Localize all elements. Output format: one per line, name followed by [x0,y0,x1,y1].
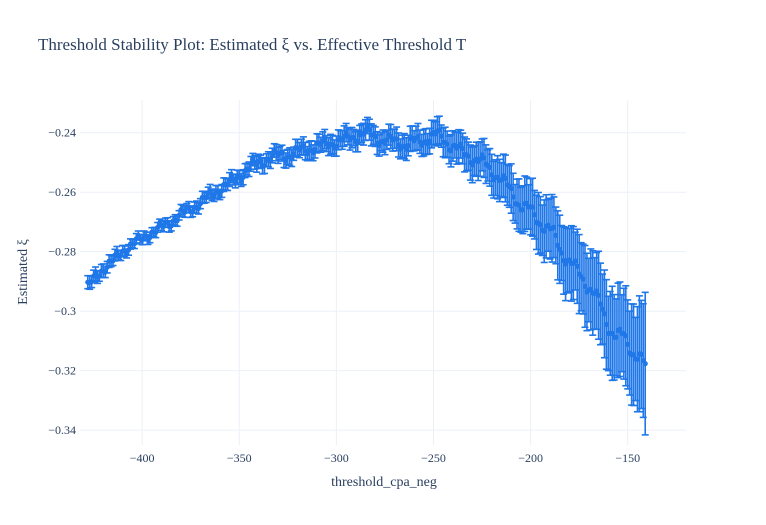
data-series [84,115,649,436]
y-tick-label: −0.26 [48,185,76,199]
y-tick-label: −0.3 [54,304,76,318]
y-tick-label: −0.28 [48,245,76,259]
x-tick-label: −150 [615,451,640,465]
x-tick-label: −350 [227,451,252,465]
y-axis-title: Estimated ξ [16,239,31,305]
x-tick-label: −200 [518,451,543,465]
x-tick-label: −300 [324,451,349,465]
data-point [642,361,648,367]
x-tick-label: −400 [130,451,155,465]
x-axis-title: threshold_cpa_neg [331,475,437,490]
chart-title: Threshold Stability Plot: Estimated ξ vs… [38,35,467,54]
y-tick-label: −0.24 [48,126,76,140]
tick-labels: −400 −350 −300 −250 −200 −150 −0.24 −0.26 −0.28 −… [48,126,640,465]
y-tick-label: −0.34 [48,423,76,437]
x-tick-label: −250 [421,451,446,465]
y-tick-label: −0.32 [48,364,76,378]
